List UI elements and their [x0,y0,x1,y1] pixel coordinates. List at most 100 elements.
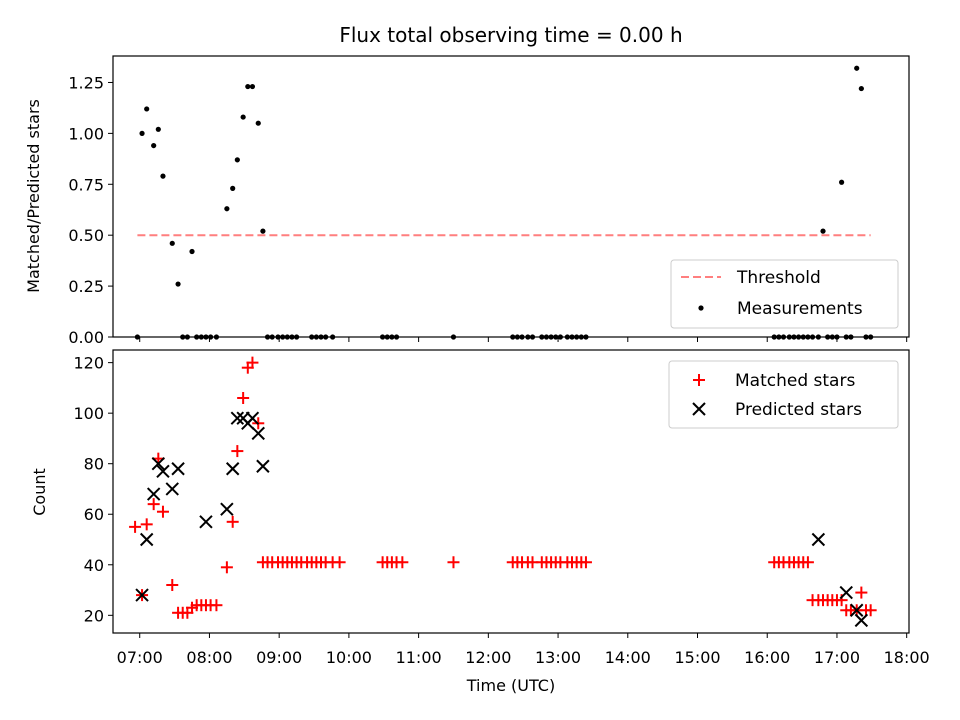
bottom-x-tick-label: 11:00 [396,648,442,667]
matched-legend-swatch [693,374,705,386]
chart-title: Flux total observing time = 0.00 h [339,23,682,47]
matched-star-point [237,392,250,405]
measurement-point [245,83,251,90]
bottom-x-tick-label: 07:00 [117,648,163,667]
matched-legend-label: Matched stars [735,371,855,391]
measurement-point [230,185,236,191]
matched-star-point [220,561,233,574]
bottom-x-tick-label: 09:00 [256,648,302,667]
measurement-point [255,120,261,126]
predicted-legend-label: Predicted stars [735,400,862,420]
measurement-point [160,173,166,179]
top-y-tick-label: 0.75 [68,175,104,194]
bottom-x-tick-label: 16:00 [744,648,790,667]
bottom-x-tick-label: 12:00 [465,648,511,667]
measurement-point [155,126,161,132]
matched-star-point [140,518,153,531]
bottom-y-tick-label: 100 [73,404,104,423]
matched-star-point [801,556,814,569]
measurement-point [249,83,256,90]
top-legend: Threshold Measurements [670,259,899,329]
predicted-star-point [171,462,185,476]
matched-star-point [226,515,239,528]
predicted-star-point [230,411,245,425]
flux-ratio-panel: Flux total observing time = 0.00 h 0.000… [24,23,910,347]
predicted-star-point [256,459,270,473]
top-y-axis: 0.00 0.25 0.50 0.75 1.00 1.25 [68,73,113,347]
bottom-plot-marks [129,356,877,628]
matched-star-point [447,556,460,569]
bottom-x-tick-label: 17:00 [814,648,860,667]
predicted-star-point [811,532,826,547]
top-y-tick-label: 0.00 [68,328,104,347]
predicted-star-point [245,411,260,425]
measurement-point [820,228,826,234]
measurements-legend-label: Measurements [737,299,863,319]
bottom-x-tick-label: 13:00 [535,648,581,667]
bottom-y-axis-label: Count [30,468,49,516]
matched-star-point [246,356,259,369]
top-legend-box [670,259,899,329]
predicted-star-point [146,487,161,501]
bottom-x-tick-label: 15:00 [674,648,720,667]
matched-star-point [231,445,244,458]
matched-star-point [579,556,592,569]
predicted-star-point [156,464,170,478]
matched-star-point [147,498,160,511]
bottom-y-tick-label: 40 [84,556,104,575]
bottom-x-tick-label: 18:00 [884,648,930,667]
top-y-axis-label: Matched/Predicted stars [24,99,43,293]
top-plot-marks [134,65,874,340]
bottom-y-axis: 20 40 60 80 100 120 [73,354,113,625]
matched-star-point [864,604,877,617]
predicted-star-point [220,502,234,516]
matched-star-point [129,520,142,533]
top-y-tick-label: 1.25 [68,73,104,92]
measurement-point [240,114,246,120]
predicted-star-point [151,456,166,471]
bottom-y-tick-label: 120 [73,354,104,373]
measurements-legend-swatch [698,305,704,311]
matched-star-point [396,556,409,569]
matched-star-point [333,556,346,569]
measurement-point [151,142,157,149]
top-y-tick-label: 0.50 [68,226,104,245]
top-y-tick-label: 0.25 [68,277,104,296]
matched-star-point [210,599,223,612]
measurement-point [189,248,195,255]
measurement-point [839,179,845,185]
bottom-legend: Matched stars Predicted stars [668,360,899,429]
measurement-point [144,106,150,112]
star-count-panel: 20 40 60 80 100 120 07:00 08:00 09:00 10:00 11:00… [30,349,930,695]
predicted-star-point [135,588,149,602]
predicted-star-point [199,515,213,529]
bottom-x-tick-label: 08:00 [186,648,232,667]
matched-star-point [156,505,169,518]
bottom-x-tick-label: 10:00 [326,648,372,667]
measurement-point [224,206,230,212]
measurement-point [854,65,860,71]
predicted-star-point [165,482,179,496]
threshold-legend-label: Threshold [736,268,821,288]
measurement-point [175,281,181,287]
predicted-star-point [251,426,265,441]
measurement-point [234,157,240,163]
top-y-tick-label: 1.00 [68,124,104,143]
predicted-star-point [850,603,864,617]
bottom-plot-frame [112,349,910,634]
bottom-y-tick-label: 80 [84,455,104,474]
predicted-star-point [854,613,869,628]
measurement-point [260,228,266,234]
bottom-legend-box [668,360,899,429]
bottom-x-tick-label: 14:00 [605,648,651,667]
measurement-point [169,240,175,246]
measurement-point [858,85,864,92]
predicted-star-point [839,585,853,600]
top-x-axis [139,337,908,342]
bottom-x-axis: 07:00 08:00 09:00 10:00 11:00 12:00 13:00 14:00… [117,633,930,667]
predicted-legend-swatch [692,402,706,416]
predicted-star-point [225,462,240,476]
predicted-star-point [139,532,154,547]
bottom-x-axis-label: Time (UTC) [466,676,555,695]
